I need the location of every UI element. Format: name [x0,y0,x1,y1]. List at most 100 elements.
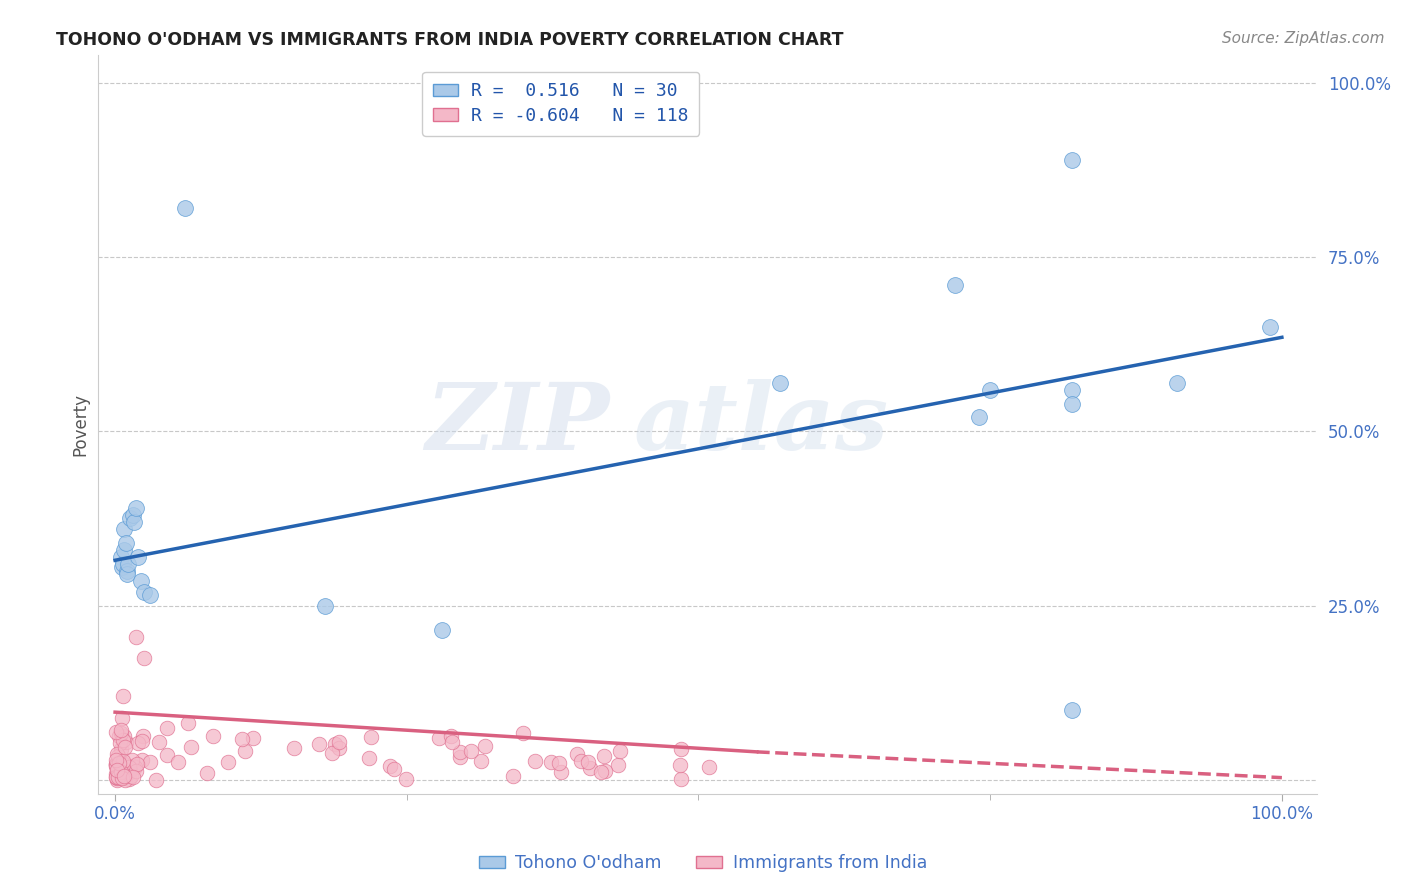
Point [112,763,135,777]
Point [120,769,142,783]
Point [139,755,162,769]
Point [124,760,146,774]
Point [118,760,141,774]
Point [105,763,128,777]
Point [131,734,153,748]
Point [105,772,128,787]
Point [669,758,692,772]
Point [115,757,138,772]
Point [669,742,692,756]
Point [460,744,482,758]
Point [571,754,593,768]
Point [125,501,148,516]
Point [127,736,149,750]
Point [110,771,132,785]
Legend: R =  0.516   N = 30, R = -0.604   N = 118: R = 0.516 N = 30, R = -0.604 N = 118 [422,71,699,136]
Point [323,737,346,751]
Point [512,726,534,740]
Point [235,744,257,758]
Point [105,770,128,784]
Point [593,748,616,763]
Point [125,764,148,778]
Point [550,765,572,780]
Point [609,744,631,758]
Point [145,772,167,787]
Point [134,650,156,665]
Point [449,750,471,764]
Point [449,745,471,759]
Point [110,742,132,756]
Text: atlas: atlas [634,379,890,469]
Point [134,584,156,599]
Point [382,762,405,776]
Point [117,557,139,571]
Point [540,755,562,769]
Point [107,749,129,764]
Point [105,772,128,786]
Point [105,756,128,771]
Point [112,557,135,571]
Point [174,202,197,216]
Point [118,764,141,779]
Point [108,762,131,776]
Point [105,759,128,773]
Point [502,769,524,783]
Point [1060,383,1083,397]
Point [1060,396,1083,410]
Legend: Tohono O'odham, Immigrants from India: Tohono O'odham, Immigrants from India [472,847,934,879]
Point [121,753,143,767]
Point [105,747,128,761]
Point [474,739,496,754]
Point [129,574,152,589]
Point [195,765,218,780]
Point [110,756,132,771]
Point [378,759,401,773]
Point [565,747,588,762]
Point [108,729,131,743]
Point [121,759,143,773]
Point [108,768,131,782]
Point [110,726,132,740]
Point [769,376,792,390]
Point [217,755,239,769]
Point [105,724,128,739]
Point [176,715,198,730]
Point [967,410,990,425]
Point [429,731,451,745]
Point [108,736,131,750]
Point [105,753,128,767]
Point [314,599,336,613]
Point [1060,153,1083,167]
Point [105,761,128,775]
Point [114,769,136,783]
Point [1060,703,1083,717]
Point [110,723,132,738]
Point [107,770,129,784]
Point [107,763,129,777]
Point [606,757,628,772]
Point [112,768,135,782]
Point [111,711,134,725]
Point [122,770,145,784]
Point [523,754,546,768]
Point [430,623,453,637]
Point [121,508,143,522]
Point [114,739,136,754]
Point [242,731,264,745]
Point [595,764,617,778]
Point [548,756,571,771]
Text: Source: ZipAtlas.com: Source: ZipAtlas.com [1222,31,1385,46]
Point [359,750,381,764]
Point [114,772,136,787]
Point [579,761,602,775]
Point [122,515,145,529]
Point [127,549,149,564]
Point [131,753,153,767]
Point [308,737,330,751]
Point [470,754,492,768]
Point [1166,376,1188,390]
Point [979,383,1001,397]
Point [155,721,177,735]
Point [112,689,135,703]
Point [108,771,131,785]
